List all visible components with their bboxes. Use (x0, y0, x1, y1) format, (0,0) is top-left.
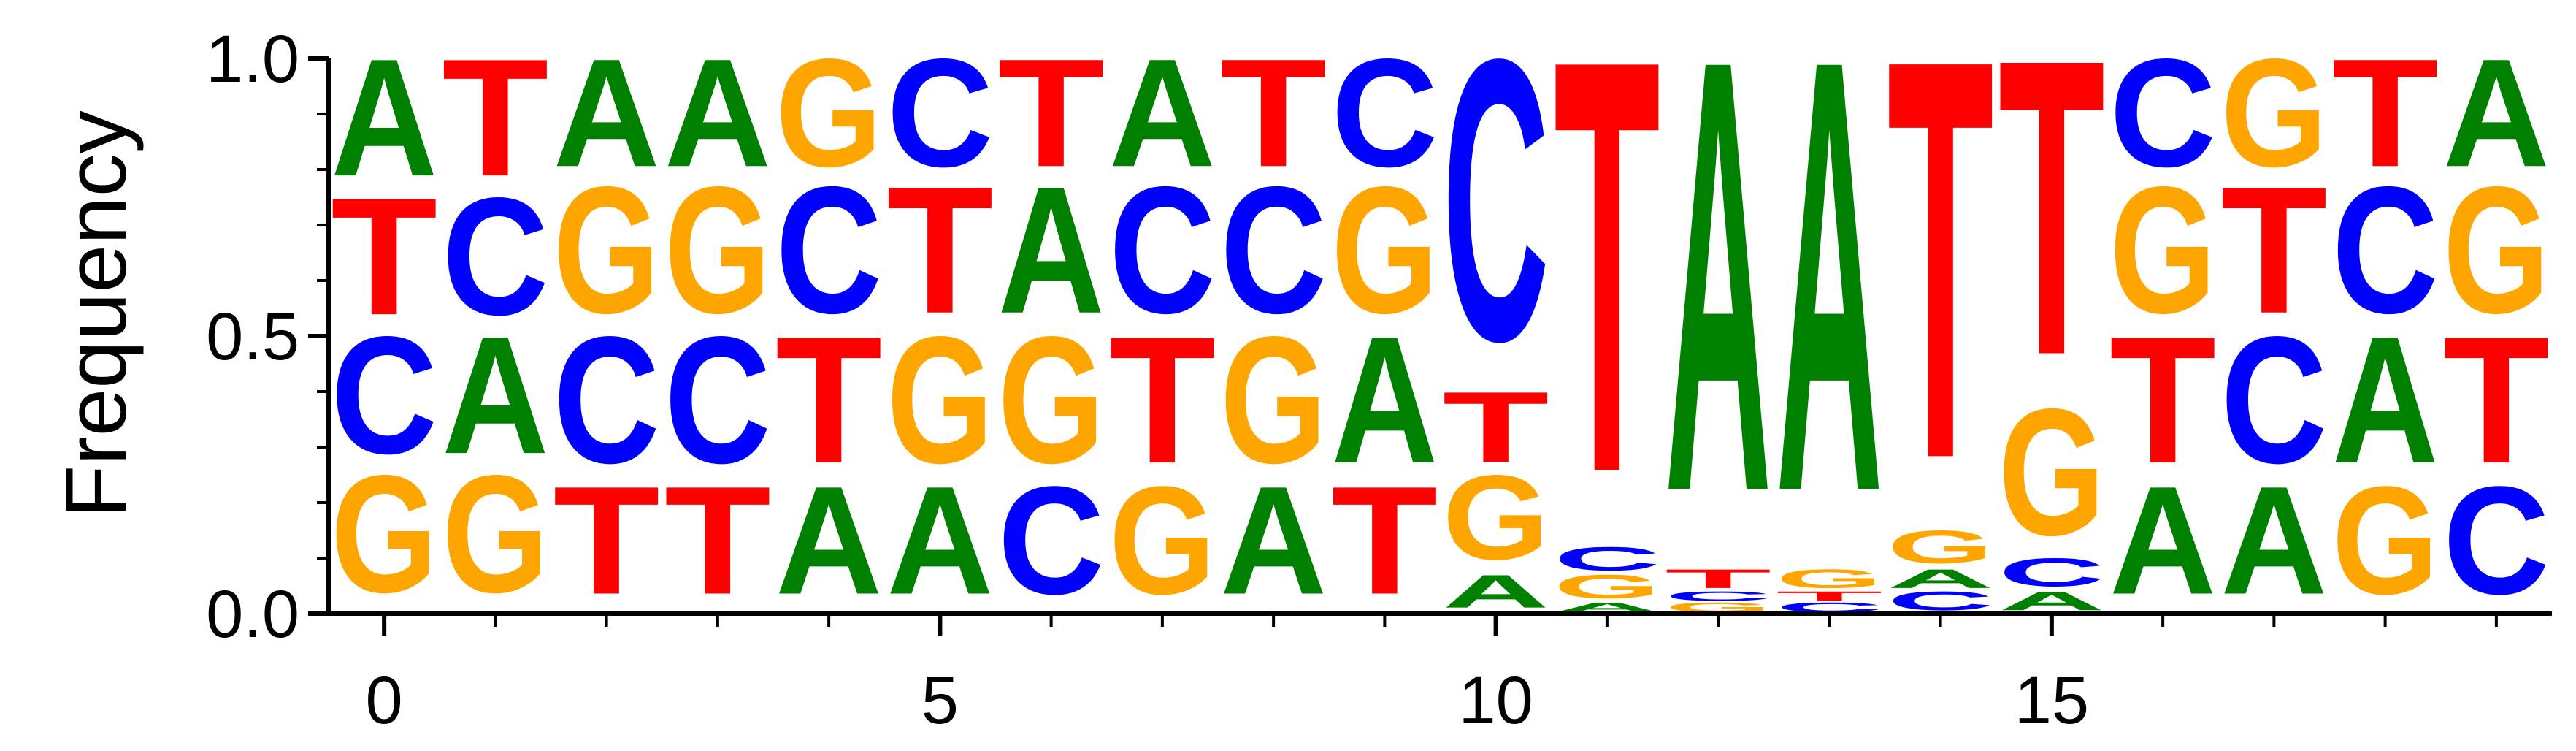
logo-letter-10-t: T (1443, 371, 1549, 484)
logo-letter-3-g: G (664, 149, 771, 351)
logo-letter-9-g: G (1331, 149, 1438, 351)
logo-letter-2-t: T (553, 454, 660, 627)
logo-letter-15-c: C (1998, 550, 2105, 595)
logo-letter-2-a: A (553, 26, 660, 199)
logo-letter-1-a: A (442, 301, 548, 489)
logo-letter-8-g: G (1220, 299, 1327, 501)
x-tick-label: 15 (2015, 663, 2089, 738)
logo-letter-13-a: A (1776, 0, 1882, 620)
logo-letter-18-g: G (2332, 454, 2439, 626)
logo-letter-16-g: G (2109, 149, 2216, 351)
x-tick-label: 10 (1458, 663, 1533, 738)
logo-letter-14-a: A (1887, 564, 1994, 594)
logo-letter-4-a: A (775, 454, 882, 627)
logo-letter-5-t: T (886, 149, 993, 351)
logo-letter-15-g: G (1998, 371, 2105, 573)
logo-letter-13-c: C (1776, 600, 1882, 614)
logo-letter-17-g: G (2220, 27, 2327, 199)
logo-letter-17-t: T (2220, 149, 2327, 351)
logo-letter-11-a: A (1554, 600, 1660, 614)
logo-letter-19-t: T (2443, 299, 2550, 501)
logo-letter-10-g: G (1443, 451, 1549, 585)
logo-letter-11-t: T (1554, 0, 1660, 596)
logo-letter-12-t: T (1665, 564, 1771, 594)
logo-letter-7-a: A (1109, 26, 1216, 199)
logo-letter-9-c: C (1331, 26, 1438, 199)
logo-letter-1-t: T (442, 24, 548, 211)
logo-letter-16-t: T (2109, 299, 2216, 501)
logo-letter-6-g: G (998, 299, 1105, 501)
logo-letter-2-c: C (553, 298, 660, 500)
x-tick-label: 5 (921, 663, 959, 738)
logo-letter-3-c: C (664, 298, 771, 500)
logo-letter-7-g: G (1109, 454, 1216, 626)
logo-letter-19-a: A (2443, 26, 2550, 199)
logo-letter-6-c: C (998, 454, 1105, 627)
logo-letter-9-a: A (1331, 298, 1438, 500)
logo-letter-15-a: A (1998, 586, 2105, 616)
logo-letter-7-t: T (1109, 299, 1216, 501)
logo-letter-13-g: G (1776, 563, 1882, 593)
logo-letter-12-a: A (1665, 0, 1771, 620)
y-tick-label: 1.0 (206, 22, 299, 96)
logo-letter-18-a: A (2332, 298, 2439, 500)
logo-letter-7-c: C (1109, 148, 1216, 351)
logo-letter-8-a: A (1220, 454, 1327, 627)
logo-letter-5-a: A (886, 454, 993, 627)
logo-letter-8-c: C (1220, 148, 1327, 351)
axis-ticks: 0.0 0.5 1.0 0 5 10 15 (206, 22, 2498, 738)
logo-letters: GCTAGACTTCGATCGAATCGAGTCCGATGTCAAGCTTAGC… (331, 0, 2550, 628)
logo-letter-0-c: C (331, 301, 437, 489)
logo-letter-1-c: C (442, 162, 548, 350)
logo-letter-0-g: G (331, 441, 437, 628)
y-tick-label: 0.5 (206, 300, 299, 374)
logo-letter-11-g: G (1554, 568, 1660, 605)
logo-letter-9-t: T (1331, 454, 1438, 627)
logo-letter-4-g: G (775, 27, 882, 199)
logo-letter-14-g: G (1887, 521, 1994, 573)
logo-letter-0-a: A (331, 23, 437, 211)
logo-letter-14-c: C (1887, 586, 1994, 616)
logo-letter-3-t: T (664, 454, 771, 627)
logo-letter-16-a: A (2109, 454, 2216, 627)
logo-letter-5-g: G (886, 299, 993, 501)
logo-letter-6-a: A (998, 148, 1105, 351)
logo-letter-19-c: C (2443, 454, 2550, 627)
logo-letter-13-t: T (1776, 589, 1882, 604)
logo-letter-16-c: C (2109, 26, 2216, 199)
logo-letter-17-a: A (2220, 454, 2327, 627)
logo-letter-3-a: A (664, 26, 771, 199)
logo-letter-19-g: G (2443, 149, 2550, 351)
logo-letter-12-c: C (1665, 589, 1771, 603)
logo-letter-5-c: C (886, 26, 993, 199)
logo-letter-18-c: C (2332, 148, 2439, 351)
logo-letter-18-t: T (2332, 27, 2439, 199)
y-tick-label: 0.0 (206, 577, 299, 652)
chart-axes (326, 58, 2552, 616)
logo-letter-2-g: G (553, 149, 660, 351)
logo-letter-12-g: G (1665, 600, 1771, 614)
logo-letter-15-t: T (1998, 0, 2105, 443)
logo-letter-6-t: T (998, 27, 1105, 199)
logo-letter-8-t: T (1220, 27, 1327, 199)
logo-letter-14-t: T (1887, 0, 1994, 578)
logo-letter-0-t: T (331, 163, 437, 350)
logo-letter-17-c: C (2220, 298, 2327, 500)
logo-letter-4-c: C (775, 148, 882, 351)
x-tick-label: 0 (366, 663, 403, 738)
y-axis-title: Frequency (48, 110, 145, 518)
logo-letter-10-c: C (1443, 0, 1549, 424)
logo-letter-1-g: G (442, 441, 548, 628)
logo-letter-4-t: T (775, 299, 882, 501)
logo-letter-11-c: C (1554, 541, 1660, 578)
logo-letter-10-a: A (1443, 565, 1549, 617)
